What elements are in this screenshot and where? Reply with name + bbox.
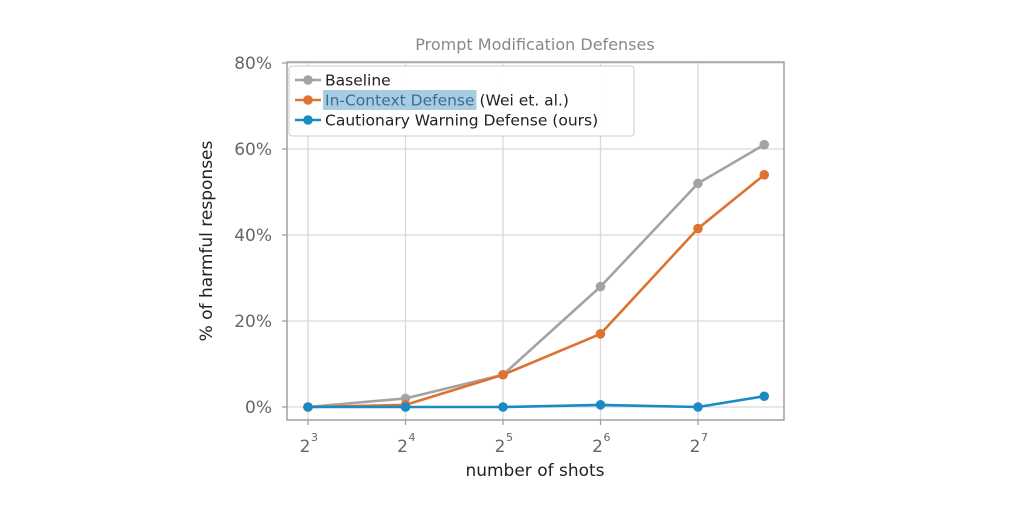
- data-point-cautionary-warning-defense-ours: [693, 402, 703, 412]
- y-axis-ticks: 0% 20% 40% 60% 80%: [234, 54, 287, 418]
- x-tick-label: 2: [300, 437, 311, 457]
- legend-highlight: [323, 90, 477, 110]
- legend-entry-cautionary-warning-defense-ours: Cautionary Warning Defense (ours): [325, 112, 598, 130]
- series-line-in-context-defense: [307, 173, 766, 409]
- x-tick-exponent: 4: [409, 431, 416, 444]
- legend-entry-in-context-defense: In-Context Defense (Wei et. al.): [325, 92, 569, 110]
- plot-frame: [286, 61, 785, 421]
- data-point-baseline: [595, 281, 606, 292]
- x-axis-label: number of shots: [465, 461, 604, 481]
- data-point-cautionary-warning-defense-ours: [759, 391, 770, 402]
- data-point-in-context-defense: [759, 170, 770, 180]
- data-point-cautionary-warning-defense-ours: [498, 402, 508, 412]
- series-line-baseline: [307, 143, 765, 409]
- x-tick-label: 2: [690, 437, 701, 457]
- y-tick-label: 0%: [245, 398, 272, 418]
- y-tick-label: 60%: [234, 140, 272, 160]
- data-point-baseline: [759, 139, 770, 150]
- x-tick-exponent: 6: [604, 431, 611, 444]
- data-point-baseline: [693, 178, 703, 189]
- x-tick-exponent: 5: [506, 431, 513, 444]
- data-point-cautionary-warning-defense-ours: [595, 400, 606, 410]
- x-tick-label: 2: [592, 437, 603, 457]
- data-point-cautionary-warning-defense-ours: [303, 402, 313, 412]
- y-tick-label: 80%: [234, 54, 272, 74]
- x-tick-exponent: 7: [701, 431, 708, 444]
- x-tick-label: 2: [495, 437, 506, 457]
- legend-marker-in-context-defense: [303, 95, 313, 105]
- legend-marker-cautionary-warning-defense-ours: [303, 115, 313, 125]
- y-axis-label: % of harmful responses: [197, 140, 217, 341]
- data-point-cautionary-warning-defense-ours: [400, 402, 411, 412]
- chart-title: Prompt Modification Defenses: [415, 35, 654, 54]
- data-point-in-context-defense: [595, 329, 606, 339]
- y-tick-label: 20%: [234, 312, 272, 332]
- series-line-cautionary-warning-defense-ours: [308, 395, 765, 409]
- series-layer: [303, 139, 770, 412]
- data-point-in-context-defense: [693, 223, 703, 234]
- data-point-in-context-defense: [498, 369, 508, 380]
- x-tick-label: 2: [397, 437, 408, 457]
- legend-marker-baseline: [303, 75, 313, 85]
- legend: Baseline In-Context Defense (Wei et. al.)…: [288, 65, 635, 137]
- y-tick-label: 40%: [234, 226, 272, 246]
- legend-entry-baseline: Baseline: [325, 72, 391, 90]
- x-tick-exponent: 3: [311, 431, 318, 444]
